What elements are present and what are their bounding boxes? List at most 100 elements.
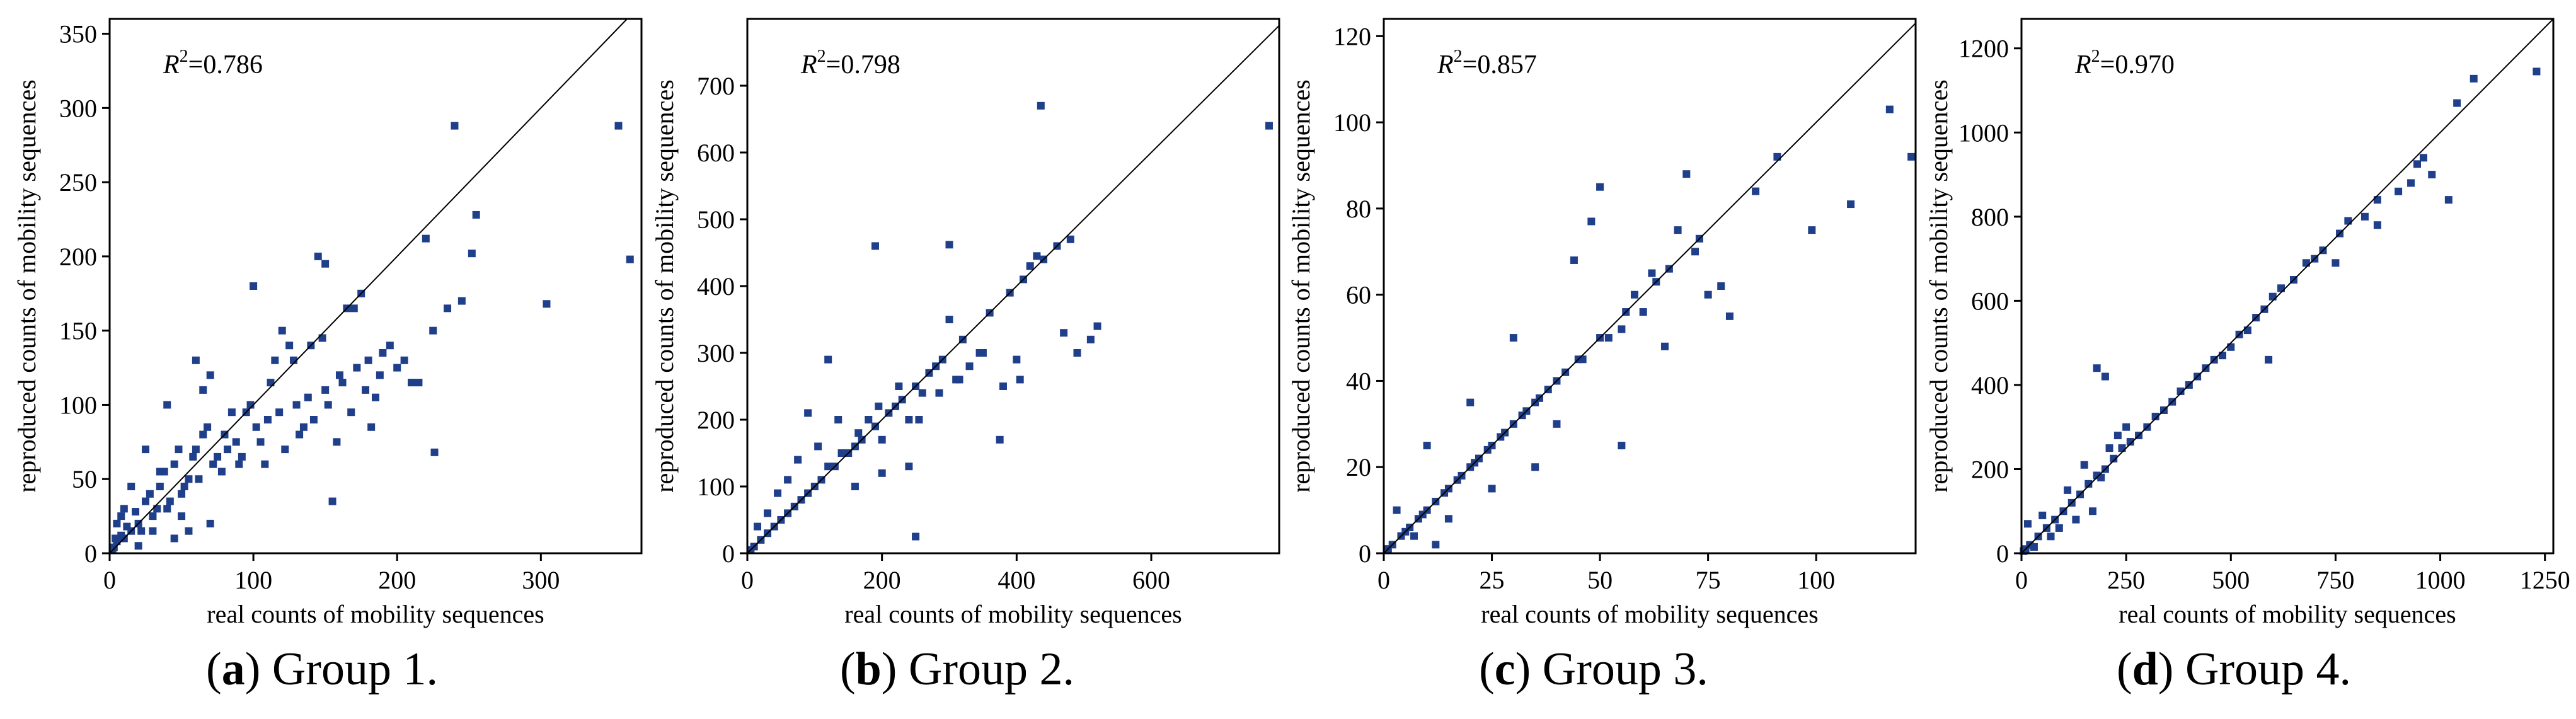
data-point bbox=[192, 356, 200, 364]
data-point bbox=[754, 522, 762, 531]
data-point bbox=[784, 476, 792, 484]
r-symbol: R bbox=[2074, 50, 2091, 79]
x-tick-label: 600 bbox=[1132, 566, 1170, 594]
data-point bbox=[1423, 442, 1431, 450]
data-point bbox=[318, 334, 326, 342]
data-point bbox=[2113, 432, 2122, 440]
data-point bbox=[1016, 376, 1024, 384]
x-tick-label: 1250 bbox=[2520, 566, 2570, 594]
data-point bbox=[112, 534, 120, 543]
r-superscript: 2 bbox=[180, 47, 188, 66]
data-point bbox=[2470, 74, 2478, 83]
data-point bbox=[2332, 259, 2340, 267]
data-point bbox=[347, 408, 355, 417]
y-tick-label: 700 bbox=[697, 72, 735, 100]
x-tick-label: 300 bbox=[522, 566, 560, 594]
y-tick-label: 100 bbox=[1333, 108, 1371, 137]
data-point bbox=[895, 383, 903, 390]
data-point bbox=[878, 435, 886, 444]
data-point bbox=[2407, 179, 2415, 187]
data-point bbox=[1604, 334, 1613, 342]
data-point bbox=[338, 379, 347, 387]
data-point bbox=[935, 389, 943, 397]
data-point bbox=[945, 316, 953, 323]
data-point bbox=[2453, 99, 2461, 107]
data-point bbox=[321, 386, 330, 394]
y-axis-label: reproduced counts of mobility sequences bbox=[1924, 79, 1953, 492]
x-tick-label: 0 bbox=[103, 566, 116, 594]
x-axis-label: real counts of mobility sequences bbox=[207, 600, 544, 628]
data-point bbox=[1037, 101, 1045, 110]
data-point bbox=[1488, 485, 1496, 493]
caption-group-2: (b) Group 2. bbox=[839, 643, 1075, 695]
data-point bbox=[451, 122, 459, 130]
data-point bbox=[372, 393, 379, 401]
data-point bbox=[335, 371, 343, 379]
y-tick-label: 60 bbox=[1346, 281, 1371, 309]
x-tick-label: 400 bbox=[998, 566, 1035, 594]
data-point bbox=[170, 534, 178, 543]
data-point bbox=[1885, 105, 1894, 113]
data-point bbox=[804, 409, 812, 417]
data-point bbox=[2072, 515, 2080, 524]
data-point bbox=[195, 475, 203, 483]
data-point bbox=[2419, 154, 2427, 162]
y-tick-label: 20 bbox=[1346, 453, 1371, 481]
data-point bbox=[376, 371, 384, 379]
data-point bbox=[865, 416, 873, 423]
identity-line bbox=[2021, 18, 2554, 554]
x-tick-label: 75 bbox=[1696, 566, 1721, 594]
data-point bbox=[422, 234, 430, 243]
x-tick-label: 200 bbox=[863, 566, 901, 594]
identity-line bbox=[1383, 23, 1916, 554]
y-tick-label: 300 bbox=[59, 94, 97, 122]
y-axis-label: reproduced counts of mobility sequences bbox=[650, 79, 679, 492]
data-point bbox=[430, 448, 439, 456]
data-point bbox=[199, 430, 207, 439]
identity-line bbox=[109, 18, 628, 554]
data-point bbox=[2344, 217, 2352, 225]
data-point bbox=[472, 210, 480, 219]
data-point bbox=[180, 483, 188, 490]
axes-frame bbox=[2020, 18, 2555, 555]
x-tick-label: 0 bbox=[741, 566, 754, 594]
data-point bbox=[429, 326, 437, 335]
data-point bbox=[2265, 355, 2273, 364]
data-point bbox=[2176, 387, 2185, 395]
data-point bbox=[918, 389, 926, 397]
data-point bbox=[1265, 122, 1273, 130]
data-point bbox=[851, 483, 859, 490]
data-point bbox=[875, 402, 883, 410]
axes-frame bbox=[108, 18, 643, 555]
data-point bbox=[364, 356, 372, 364]
data-point bbox=[2151, 412, 2159, 420]
data-point bbox=[837, 449, 846, 457]
data-point bbox=[250, 282, 258, 290]
y-axis-label: reproduced counts of mobility sequences bbox=[13, 79, 41, 492]
data-point bbox=[314, 252, 322, 260]
data-point bbox=[1509, 334, 1517, 342]
y-tick-label: 120 bbox=[1333, 22, 1371, 50]
data-point bbox=[2023, 520, 2032, 528]
data-point bbox=[614, 122, 623, 130]
data-point bbox=[132, 508, 140, 516]
data-point bbox=[1639, 308, 1647, 316]
data-point bbox=[275, 408, 284, 417]
data-point bbox=[127, 483, 135, 490]
data-point bbox=[178, 490, 186, 498]
data-point bbox=[393, 364, 401, 372]
y-tick-label: 800 bbox=[1971, 203, 2009, 231]
data-point bbox=[2360, 212, 2369, 221]
y-tick-label: 600 bbox=[1971, 287, 2009, 315]
data-point bbox=[543, 300, 551, 308]
data-point bbox=[263, 416, 272, 423]
data-point bbox=[834, 416, 842, 423]
data-point bbox=[1587, 217, 1596, 226]
x-axis-label: real counts of mobility sequences bbox=[844, 600, 1182, 628]
y-tick-label: 80 bbox=[1346, 195, 1371, 223]
r-value: =0.970 bbox=[2100, 50, 2175, 79]
data-point bbox=[185, 527, 193, 535]
data-point bbox=[238, 452, 246, 461]
y-tick-label: 350 bbox=[59, 20, 97, 49]
caption-group-3: (c) Group 3. bbox=[1479, 643, 1708, 695]
